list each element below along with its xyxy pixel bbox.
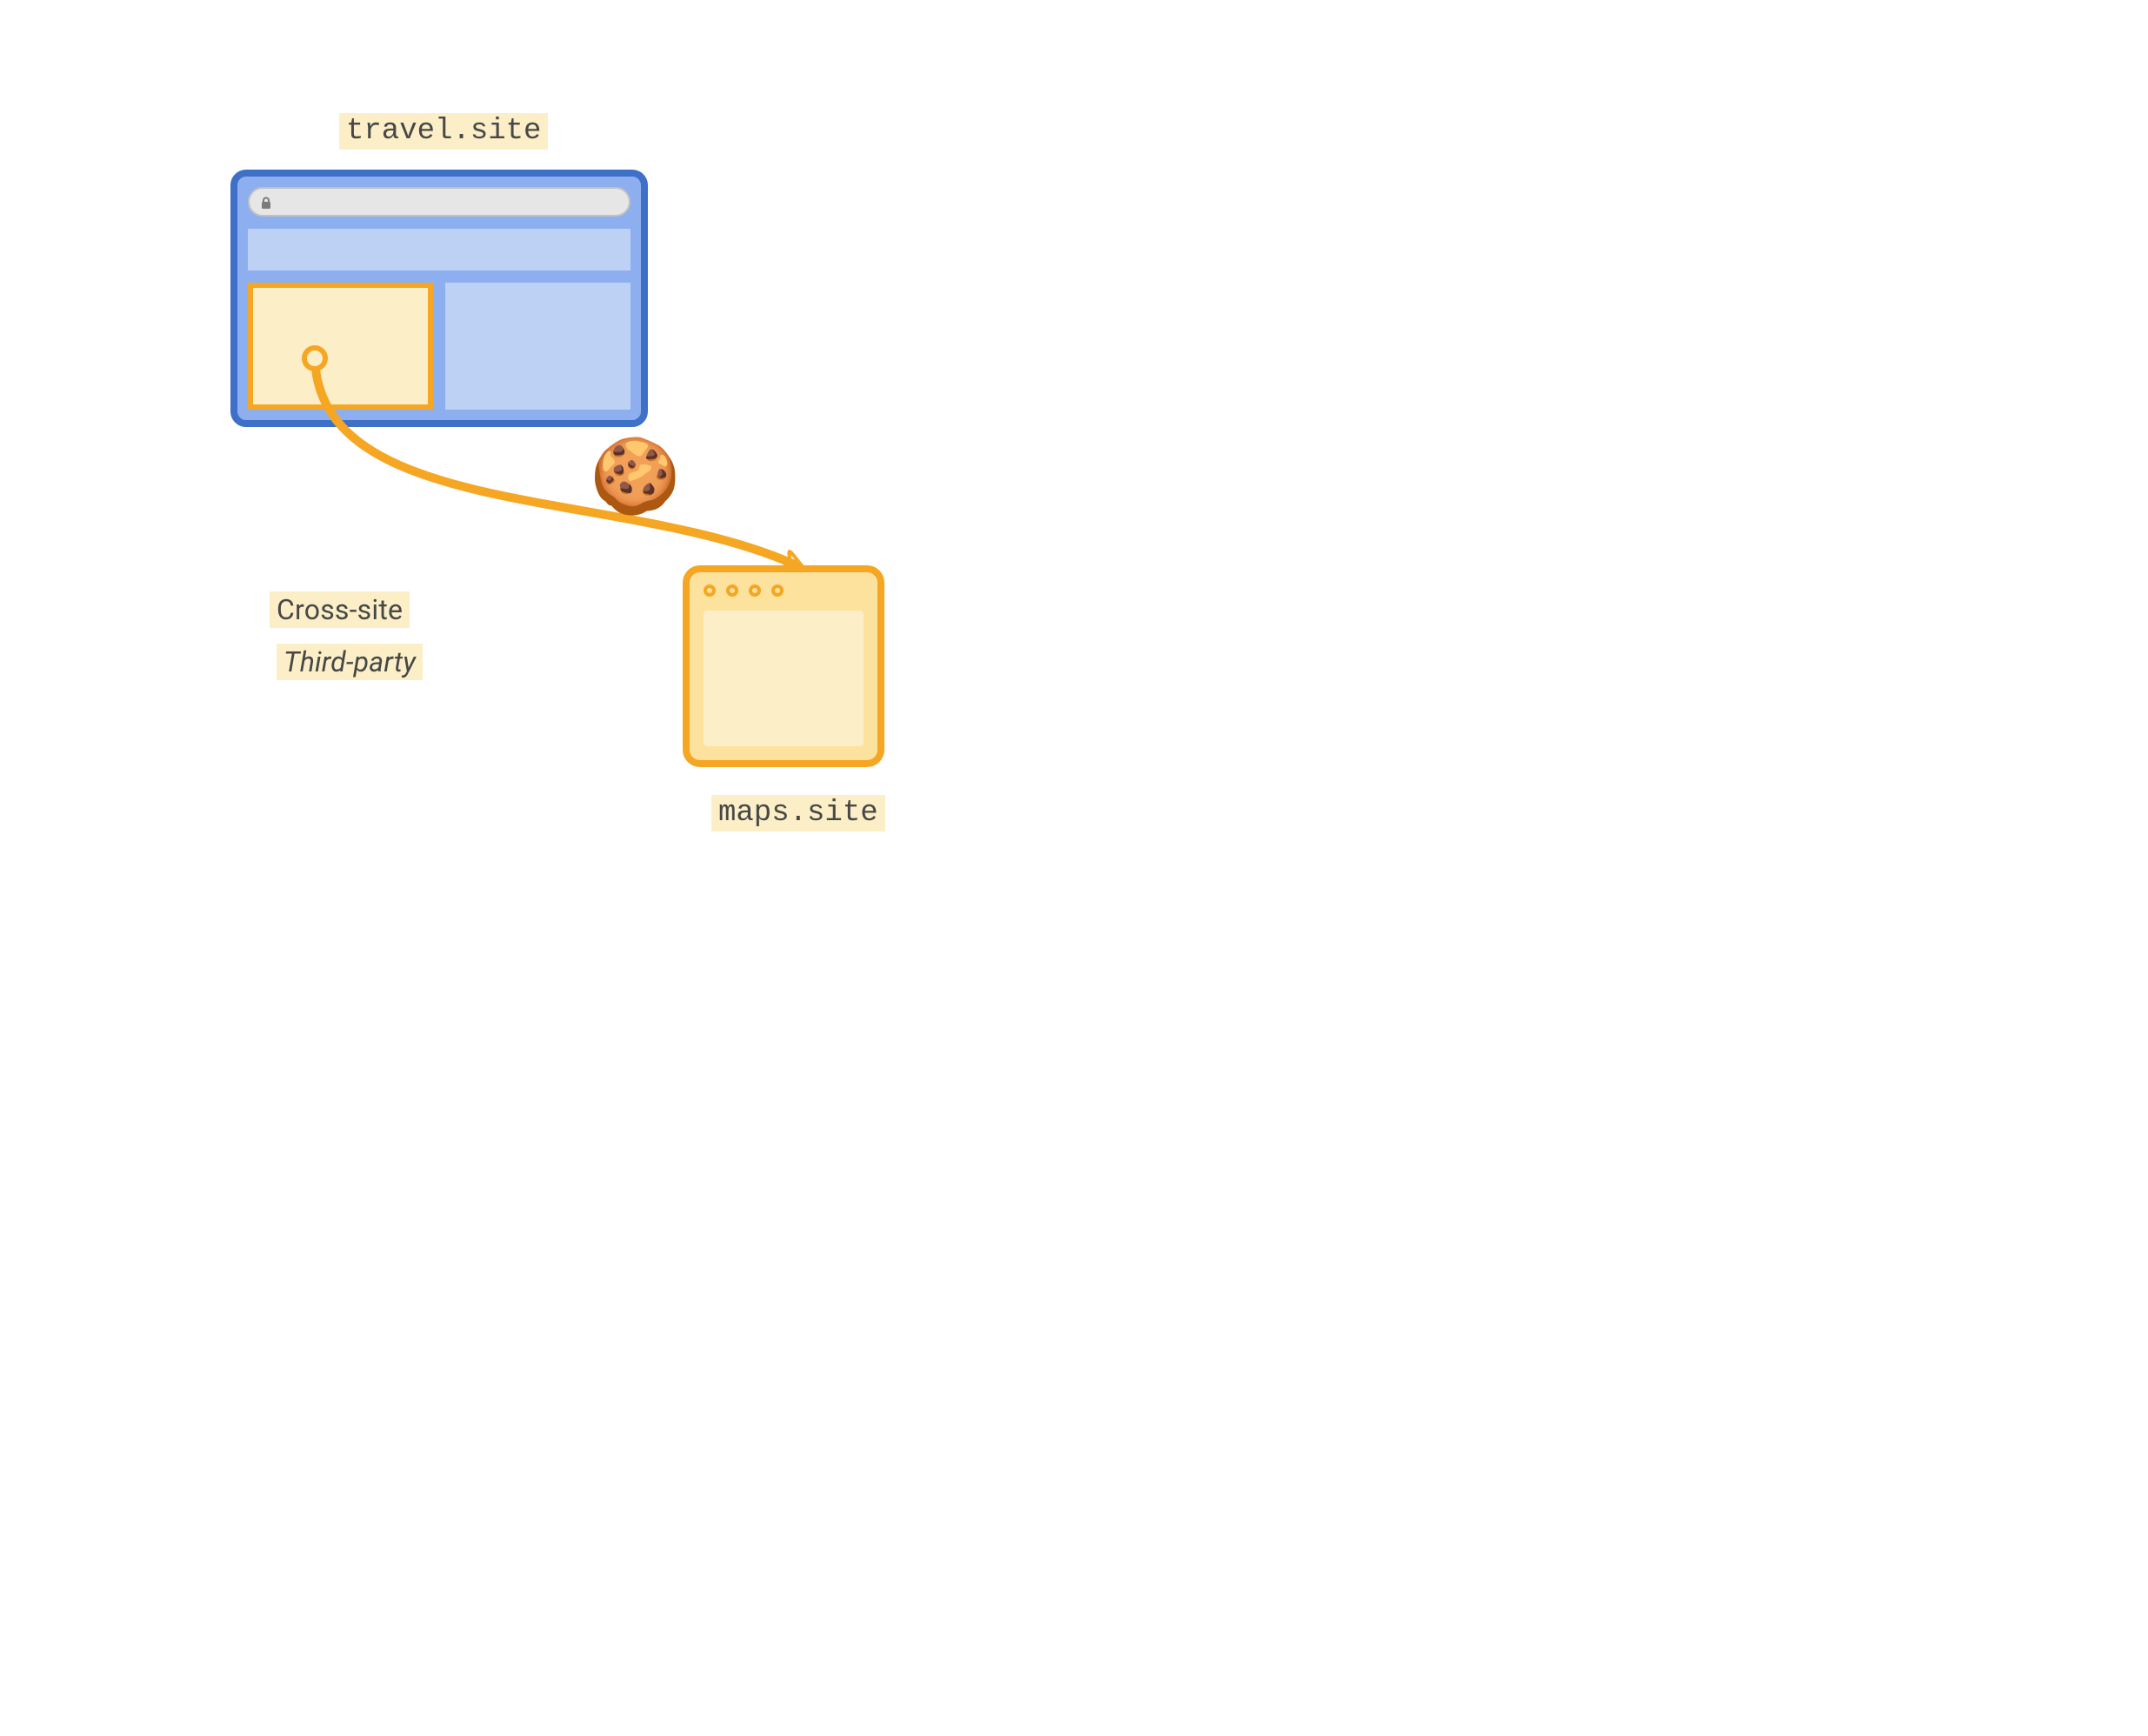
maps-window-dot bbox=[726, 584, 738, 597]
maps-window-content bbox=[704, 611, 864, 746]
maps-window-dot bbox=[704, 584, 716, 597]
maps-window-dot bbox=[749, 584, 761, 597]
browser-left-panel bbox=[248, 283, 433, 410]
browser-body-bar bbox=[248, 229, 630, 270]
cross-site-label: Cross-site bbox=[270, 591, 410, 628]
top-site-label: travel.site bbox=[339, 113, 548, 150]
bottom-site-label: maps.site bbox=[711, 795, 885, 831]
maps-window-dots bbox=[704, 584, 784, 597]
cookie-icon: 🍪 bbox=[590, 440, 681, 513]
third-party-label: Third-party bbox=[277, 644, 423, 680]
maps-window-dot bbox=[771, 584, 784, 597]
maps-window bbox=[683, 565, 884, 767]
browser-url-bar bbox=[248, 187, 630, 217]
lock-icon bbox=[260, 197, 272, 214]
browser-right-panel bbox=[445, 283, 630, 410]
browser-window bbox=[230, 170, 648, 427]
